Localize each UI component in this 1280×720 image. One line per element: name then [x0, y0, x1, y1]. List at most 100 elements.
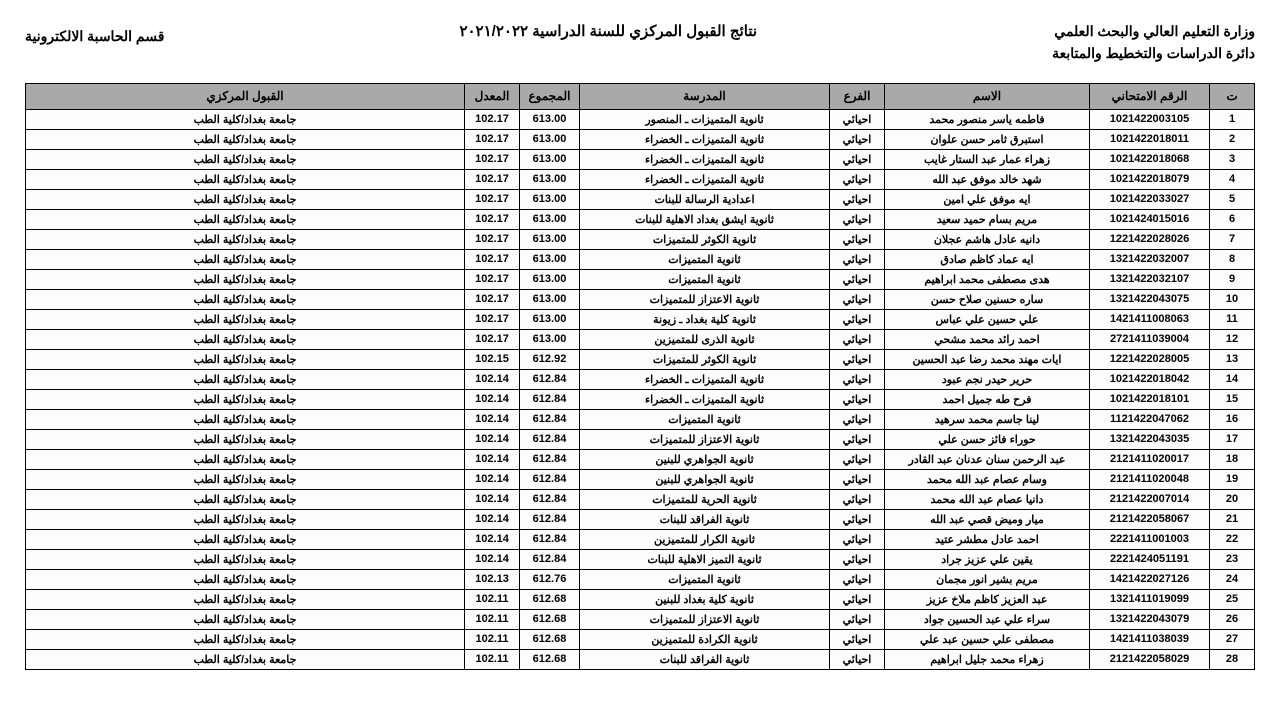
cell-name: ميار وميض قصي عبد الله	[885, 509, 1090, 529]
col-seq: ت	[1210, 83, 1255, 109]
cell-branch: احيائي	[830, 209, 885, 229]
cell-accept: جامعة بغداد/كلية الطب	[26, 109, 465, 129]
cell-name: حوراء فائز حسن علي	[885, 429, 1090, 449]
cell-branch: احيائي	[830, 249, 885, 269]
cell-branch: احيائي	[830, 289, 885, 309]
cell-total: 612.84	[520, 469, 580, 489]
cell-accept: جامعة بغداد/كلية الطب	[26, 449, 465, 469]
col-avg: المعدل	[465, 83, 520, 109]
table-row: 192121411020048وسام عصام عبد الله محمداح…	[26, 469, 1255, 489]
cell-total: 613.00	[520, 209, 580, 229]
cell-branch: احيائي	[830, 149, 885, 169]
cell-avg: 102.14	[465, 549, 520, 569]
cell-accept: جامعة بغداد/كلية الطب	[26, 249, 465, 269]
cell-exam: 1321422032107	[1090, 269, 1210, 289]
cell-name: شهد خالد موفق عبد الله	[885, 169, 1090, 189]
cell-name: ايه عماد كاظم صادق	[885, 249, 1090, 269]
cell-school: ثانوية الكرادة للمتميزين	[580, 629, 830, 649]
cell-total: 612.84	[520, 369, 580, 389]
cell-seq: 18	[1210, 449, 1255, 469]
cell-branch: احيائي	[830, 389, 885, 409]
cell-seq: 26	[1210, 609, 1255, 629]
cell-name: استبرق ثامر حسن علوان	[885, 129, 1090, 149]
table-row: 91321422032107هدى مصطفى محمد ابراهيماحيا…	[26, 269, 1255, 289]
cell-exam: 1221422028005	[1090, 349, 1210, 369]
cell-branch: احيائي	[830, 509, 885, 529]
table-row: 182121411020017عبد الرحمن سنان عدنان عبد…	[26, 449, 1255, 469]
dept-line: دائرة الدراسات والتخطيط والمتابعة	[1052, 42, 1255, 64]
cell-branch: احيائي	[830, 189, 885, 209]
cell-name: ايه موفق علي امين	[885, 189, 1090, 209]
cell-total: 612.68	[520, 629, 580, 649]
cell-avg: 102.14	[465, 409, 520, 429]
cell-exam: 1021422018079	[1090, 169, 1210, 189]
cell-branch: احيائي	[830, 489, 885, 509]
cell-seq: 24	[1210, 569, 1255, 589]
cell-exam: 1021422033027	[1090, 189, 1210, 209]
table-row: 241421422027126مريم بشير انور مجماناحيائ…	[26, 569, 1255, 589]
cell-exam: 1021422018011	[1090, 129, 1210, 149]
cell-exam: 1021422018068	[1090, 149, 1210, 169]
table-row: 41021422018079شهد خالد موفق عبد اللهاحيا…	[26, 169, 1255, 189]
cell-exam: 1321411019099	[1090, 589, 1210, 609]
cell-branch: احيائي	[830, 229, 885, 249]
cell-total: 612.76	[520, 569, 580, 589]
cell-school: ثانوية المتميزات	[580, 569, 830, 589]
cell-accept: جامعة بغداد/كلية الطب	[26, 189, 465, 209]
cell-branch: احيائي	[830, 409, 885, 429]
cell-branch: احيائي	[830, 449, 885, 469]
cell-exam: 1321422043035	[1090, 429, 1210, 449]
cell-avg: 102.11	[465, 629, 520, 649]
cell-name: دانيا عصام عبد الله محمد	[885, 489, 1090, 509]
cell-exam: 2121422058029	[1090, 649, 1210, 669]
cell-total: 612.68	[520, 589, 580, 609]
cell-seq: 27	[1210, 629, 1255, 649]
cell-branch: احيائي	[830, 129, 885, 149]
cell-avg: 102.17	[465, 189, 520, 209]
cell-total: 612.84	[520, 449, 580, 469]
cell-accept: جامعة بغداد/كلية الطب	[26, 469, 465, 489]
cell-branch: احيائي	[830, 589, 885, 609]
cell-school: ثانوية الكوثر للمتميزات	[580, 229, 830, 249]
cell-seq: 15	[1210, 389, 1255, 409]
cell-total: 613.00	[520, 269, 580, 289]
cell-accept: جامعة بغداد/كلية الطب	[26, 369, 465, 389]
cell-total: 613.00	[520, 169, 580, 189]
cell-exam: 1321422043075	[1090, 289, 1210, 309]
table-row: 232221424051191يقين علي عزيز جراداحيائيث…	[26, 549, 1255, 569]
cell-total: 613.00	[520, 329, 580, 349]
col-branch: الفرع	[830, 83, 885, 109]
cell-school: ثانوية الاعتزاز للمتميزات	[580, 289, 830, 309]
ministry-line: وزارة التعليم العالي والبحث العلمي	[1052, 20, 1255, 42]
cell-seq: 6	[1210, 209, 1255, 229]
cell-total: 613.00	[520, 229, 580, 249]
cell-avg: 102.15	[465, 349, 520, 369]
cell-avg: 102.13	[465, 569, 520, 589]
cell-seq: 10	[1210, 289, 1255, 309]
cell-branch: احيائي	[830, 169, 885, 189]
cell-name: ايات مهند محمد رضا عبد الحسين	[885, 349, 1090, 369]
cell-branch: احيائي	[830, 269, 885, 289]
table-row: 51021422033027ايه موفق علي اميناحيائياعد…	[26, 189, 1255, 209]
cell-exam: 1321422032007	[1090, 249, 1210, 269]
cell-school: ثانوية المتميزات	[580, 269, 830, 289]
cell-seq: 4	[1210, 169, 1255, 189]
cell-name: ساره حسنين صلاح حسن	[885, 289, 1090, 309]
cell-seq: 13	[1210, 349, 1255, 369]
cell-accept: جامعة بغداد/كلية الطب	[26, 489, 465, 509]
cell-avg: 102.11	[465, 589, 520, 609]
cell-name: مريم بشير انور مجمان	[885, 569, 1090, 589]
cell-exam: 1021422003105	[1090, 109, 1210, 129]
table-row: 282121422058029زهراء محمد جليل ابراهيماح…	[26, 649, 1255, 669]
col-school: المدرسة	[580, 83, 830, 109]
results-table: ت الرقم الامتحاني الاسم الفرع المدرسة ال…	[25, 83, 1255, 670]
cell-total: 612.92	[520, 349, 580, 369]
cell-name: فاطمه ياسر منصور محمد	[885, 109, 1090, 129]
cell-total: 613.00	[520, 309, 580, 329]
table-row: 11021422003105فاطمه ياسر منصور محمداحيائ…	[26, 109, 1255, 129]
cell-name: زهراء محمد جليل ابراهيم	[885, 649, 1090, 669]
cell-total: 613.00	[520, 109, 580, 129]
cell-name: هدى مصطفى محمد ابراهيم	[885, 269, 1090, 289]
cell-total: 612.84	[520, 409, 580, 429]
cell-total: 613.00	[520, 189, 580, 209]
